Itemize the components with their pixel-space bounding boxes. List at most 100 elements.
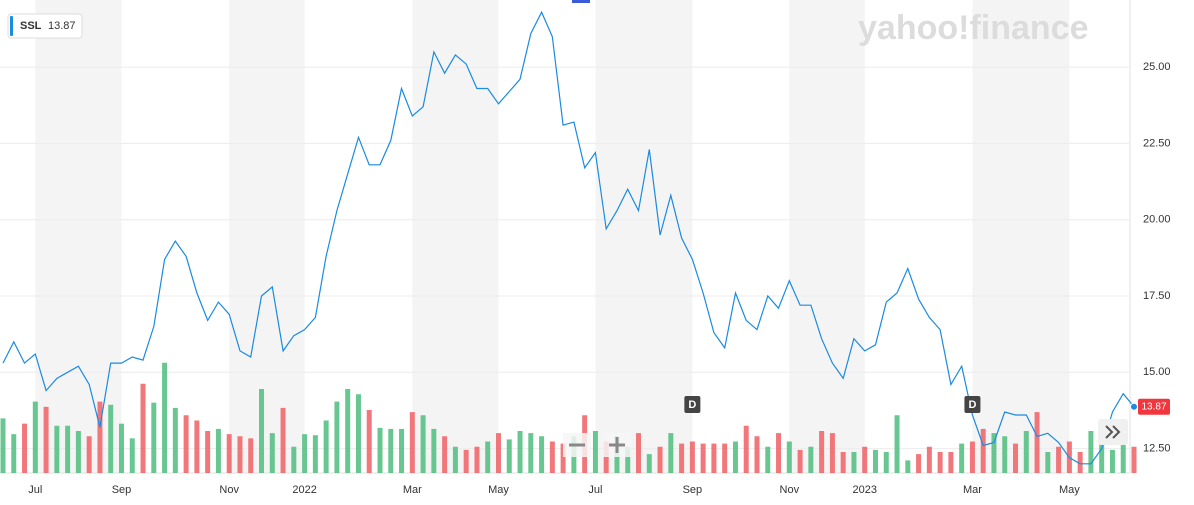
last-price-label: 13.87 (1141, 401, 1166, 412)
month-shade (35, 0, 122, 473)
volume-bar (636, 433, 642, 473)
volume-bar (237, 436, 243, 473)
volume-bar (603, 441, 609, 473)
volume-bar (280, 407, 286, 473)
volume-bar (485, 441, 491, 473)
volume-bar (905, 460, 911, 473)
volume-bar (97, 401, 103, 473)
volume-bar (269, 433, 275, 473)
volume-bar (1002, 436, 1008, 473)
volume-bar (722, 443, 728, 473)
volume-bar (420, 415, 426, 473)
volume-bar (140, 383, 146, 473)
volume-bar (549, 441, 555, 473)
volume-bar (872, 449, 878, 473)
volume-bar (323, 420, 329, 473)
x-tick-label: Jul (28, 484, 42, 496)
volume-bar (355, 394, 361, 473)
watermark: yahoo!finance (858, 9, 1088, 47)
volume-bar (474, 446, 480, 473)
volume-bar (528, 433, 534, 473)
volume-bar (1120, 443, 1126, 473)
volume-bar (668, 433, 674, 473)
scroll-right[interactable] (1098, 419, 1128, 445)
month-shade (789, 0, 865, 473)
y-tick-label: 12.50 (1143, 442, 1171, 454)
y-tick-label: 22.50 (1143, 137, 1171, 149)
volume-bar (862, 446, 868, 473)
volume-bar (302, 434, 308, 473)
volume-bar (118, 423, 124, 473)
volume-bar (754, 436, 760, 473)
volume-bar (205, 431, 211, 473)
volume-bar (108, 404, 114, 473)
volume-bar (22, 423, 28, 473)
ticker-badge: SSL 13.87 (7, 13, 83, 39)
volume-bar (926, 446, 932, 473)
x-tick-label: Sep (112, 484, 132, 496)
volume-bar (377, 427, 383, 473)
volume-bar (54, 425, 60, 473)
y-tick-label: 15.00 (1143, 366, 1171, 378)
x-tick-label: 2022 (292, 484, 316, 496)
volume-bar (808, 446, 814, 473)
volume-bar (442, 436, 448, 473)
volume-bar (517, 431, 523, 473)
volume-bar (65, 425, 71, 473)
volume-bar (162, 362, 168, 473)
volume-bar (883, 452, 889, 473)
volume-bar (86, 436, 92, 473)
volume-bar (452, 446, 458, 473)
volume-bar (1077, 452, 1083, 473)
volume-bar (700, 443, 706, 473)
volume-bar (560, 443, 566, 473)
volume-bar (679, 443, 685, 473)
volume-bar (625, 446, 631, 473)
volume-bar (0, 418, 6, 473)
ticker: SSL (20, 20, 42, 32)
y-tick-label: 25.00 (1143, 61, 1171, 73)
volume-bar (151, 402, 157, 473)
x-tick-label: Mar (963, 484, 982, 496)
volume-bar (183, 415, 189, 473)
x-tick-label: Sep (683, 484, 703, 496)
x-tick-label: Mar (403, 484, 422, 496)
volume-bar (732, 441, 738, 473)
volume-bar (248, 438, 254, 473)
volume-bar (657, 446, 663, 473)
volume-bar (776, 433, 782, 473)
volume-bar (948, 452, 954, 473)
volume-bar (259, 389, 265, 473)
volume-bar (743, 425, 749, 473)
month-shade (595, 0, 693, 473)
volume-bar (506, 439, 512, 473)
volume-bar (851, 452, 857, 473)
volume-bar (894, 415, 900, 473)
volume-bar (215, 428, 221, 473)
x-tick-label: 2023 (852, 484, 876, 496)
volume-bar (11, 434, 17, 473)
volume-bar (43, 406, 49, 473)
volume-bar (409, 412, 415, 473)
last-price-tag (1138, 398, 1170, 415)
volume-bar (1109, 449, 1115, 473)
volume-bar (1099, 441, 1105, 473)
volume-bar (689, 441, 695, 473)
volume-bar (431, 428, 437, 473)
price-line (2, 10, 1135, 465)
top-handle (572, 0, 590, 3)
y-tick-label: 20.00 (1143, 214, 1171, 226)
zoom-out[interactable] (563, 433, 591, 457)
x-tick-label: Nov (780, 484, 800, 496)
month-shade (972, 0, 1070, 473)
volume-bar (129, 438, 135, 473)
volume-bar (969, 441, 975, 473)
x-tick-label: Nov (219, 484, 239, 496)
volume-bar (75, 431, 81, 473)
volume-bar (646, 454, 652, 473)
zoom-in[interactable] (603, 433, 631, 457)
volume-bar (786, 441, 792, 473)
volume-bar (1045, 452, 1051, 473)
volume-bar (937, 452, 943, 473)
